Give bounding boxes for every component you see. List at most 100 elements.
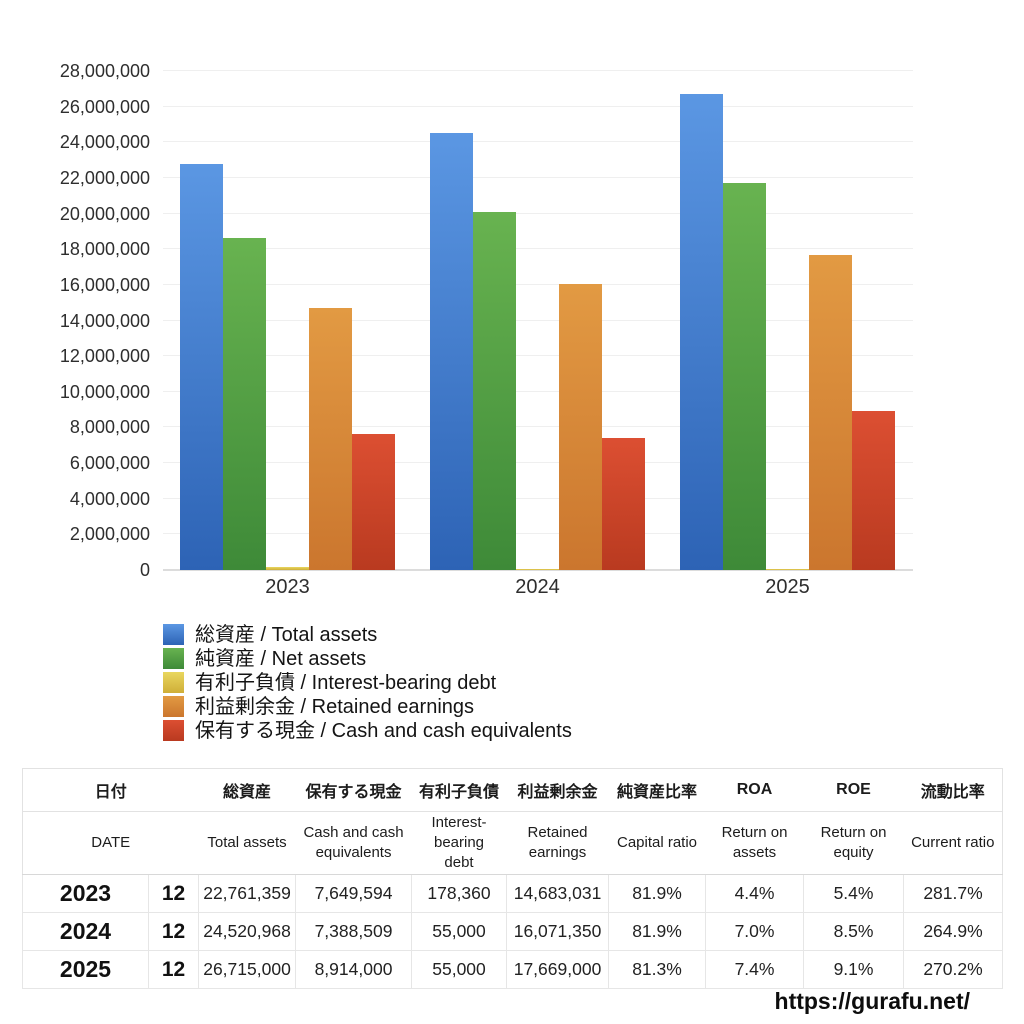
legend-label: 利益剰余金 / Retained earnings xyxy=(195,696,475,718)
cell-value: 7.4% xyxy=(705,950,805,989)
cell-value: 81.9% xyxy=(608,912,707,951)
y-axis-tick-label: 4,000,000 xyxy=(69,488,150,509)
bar-cash-and-cash-equivalents-2025 xyxy=(852,411,895,570)
cell-value: 81.3% xyxy=(608,950,707,989)
cell-value: 5.4% xyxy=(803,874,905,913)
legend-item-net-assets: 純資産 / Net assets xyxy=(163,647,572,671)
column-header: Total assets xyxy=(198,811,296,875)
plot-area: 0 2,000,000 4,000,000 6,000,000 8,000,000 10,… xyxy=(60,61,913,598)
gridline xyxy=(163,70,913,71)
legend-item-interest-bearing-debt: 有利子負債 / Interest-bearing debt xyxy=(163,671,572,695)
bar-total-assets-2024 xyxy=(430,133,473,570)
x-axis-label: 2025 xyxy=(765,576,810,598)
cell-value: 55,000 xyxy=(411,912,508,951)
financial-table: 日付 総資産 保有する現金 有利子負債 利益剰余金 純資産比率 ROA ROE 流動比率 DATE… xyxy=(22,768,1004,989)
gridline xyxy=(163,390,913,392)
column-header: ROA xyxy=(705,768,804,812)
bar-retained-earnings-2024 xyxy=(559,283,602,570)
cell-year: 2023 xyxy=(22,874,149,913)
table-row-2023: 2023 12 22,761,359 7,649,594 178,360 14,683,0… xyxy=(22,874,1004,913)
bar-retained-earnings-2025 xyxy=(809,255,852,570)
gridline xyxy=(163,426,913,428)
site-url-text: https://gurafu.net/ xyxy=(774,988,970,1014)
column-header: Cash and cash equivalents xyxy=(295,811,412,875)
cell-value: 178,360 xyxy=(411,874,508,913)
bar-cash-and-cash-equivalents-2024 xyxy=(602,438,645,570)
column-header: 保有する現金 xyxy=(295,768,412,812)
y-axis-tick-label: 22,000,000 xyxy=(59,167,150,188)
cell-value: 9.1% xyxy=(803,950,905,989)
legend-label: 有利子負債 / Interest-bearing debt xyxy=(195,672,497,694)
y-axis-tick-label: 20,000,000 xyxy=(59,203,150,224)
table-row-2024: 2024 12 24,520,968 7,388,509 55,000 16,071,35… xyxy=(22,912,1004,951)
gridline xyxy=(163,141,913,143)
y-axis-tick-label: 12,000,000 xyxy=(59,346,150,367)
chart-legend: 総資産 / Total assets 純資産 / Net assets 有利子負債 … xyxy=(163,623,572,743)
bar-interest-bearing-debt-2024 xyxy=(516,569,559,570)
bar-interest-bearing-debt-2025 xyxy=(766,569,809,570)
bar-net-assets-2024 xyxy=(473,212,516,570)
cell-month: 12 xyxy=(147,950,200,989)
cell-value: 81.9% xyxy=(608,874,707,913)
y-axis-tick-label: 24,000,000 xyxy=(59,132,150,153)
column-header: Retained earnings xyxy=(506,811,609,875)
column-header: 純資産比率 xyxy=(608,768,706,812)
column-header: 利益剰余金 xyxy=(506,768,609,812)
gridline xyxy=(163,462,913,464)
bar-total-assets-2023 xyxy=(180,164,223,570)
cell-value: 17,669,000 xyxy=(506,950,610,989)
column-header: Capital ratio xyxy=(608,811,706,875)
gridline xyxy=(163,176,913,178)
cell-month: 12 xyxy=(147,874,200,913)
cell-value: 8,914,000 xyxy=(295,950,413,989)
y-axis-tick-label: 2,000,000 xyxy=(69,524,150,545)
cell-value: 264.9% xyxy=(903,912,1004,951)
y-axis-tick-label: 18,000,000 xyxy=(59,239,150,260)
legend-label: 純資産 / Net assets xyxy=(195,648,367,670)
column-header: DATE xyxy=(22,811,199,875)
cell-value: 24,520,968 xyxy=(198,912,297,951)
x-axis-line xyxy=(163,569,913,571)
legend-item-retained-earnings: 利益剰余金 / Retained earnings xyxy=(163,695,572,719)
bar-cash-and-cash-equivalents-2023 xyxy=(352,433,395,570)
column-header: Current ratio xyxy=(903,811,1003,875)
header-row-japanese: 日付 総資産 保有する現金 有利子負債 利益剰余金 純資産比率 ROA ROE 流動比率 xyxy=(22,768,1003,812)
cell-month: 12 xyxy=(147,912,200,951)
gridline xyxy=(163,355,913,357)
y-axis-tick-label: 16,000,000 xyxy=(59,274,150,295)
x-axis-label: 2024 xyxy=(515,576,560,598)
y-axis-tick-label: 8,000,000 xyxy=(69,417,150,438)
financial-table-wrap: 日付 総資産 保有する現金 有利子負債 利益剰余金 純資産比率 ROA ROE 流動比率 DATE… xyxy=(22,768,1004,989)
bar-group-2023 xyxy=(180,71,395,570)
cell-value: 26,715,000 xyxy=(198,950,297,989)
column-header: Return on equity xyxy=(803,811,904,875)
column-header: 有利子負債 xyxy=(411,768,507,812)
header-row-english: DATE Total assets Cash and cash equivalent… xyxy=(22,811,1003,875)
cell-value: 14,683,031 xyxy=(506,874,610,913)
y-axis-tick-label: 14,000,000 xyxy=(59,310,150,331)
table-header: 日付 総資産 保有する現金 有利子負債 利益剰余金 純資産比率 ROA ROE 流動比率 DATE… xyxy=(22,768,1003,875)
gridline xyxy=(163,533,913,535)
gridline xyxy=(163,283,913,285)
bar-total-assets-2025 xyxy=(680,93,723,570)
cell-year: 2024 xyxy=(22,912,149,951)
cell-year: 2025 xyxy=(22,950,149,989)
cell-value: 270.2% xyxy=(903,950,1004,989)
gridline xyxy=(163,248,913,250)
column-header: Return on assets xyxy=(705,811,804,875)
legend-swatch-net-assets-icon xyxy=(163,648,184,669)
cell-value: 22,761,359 xyxy=(198,874,297,913)
column-header: Interest-bearing debt xyxy=(411,811,507,875)
column-header: 総資産 xyxy=(198,768,296,812)
table-body: 2023 12 22,761,359 7,649,594 178,360 14,683,0… xyxy=(22,874,1004,989)
y-axis-tick-label: 10,000,000 xyxy=(59,381,150,402)
bar-net-assets-2023 xyxy=(223,237,266,570)
gridline xyxy=(163,212,913,214)
y-axis-tick-label: 28,000,000 xyxy=(59,61,150,81)
y-axis-tick-label: 6,000,000 xyxy=(69,453,150,474)
cell-value: 7,649,594 xyxy=(295,874,413,913)
bar-group-2024 xyxy=(430,71,645,570)
x-axis-label: 2023 xyxy=(265,576,310,598)
gridline xyxy=(163,319,913,321)
